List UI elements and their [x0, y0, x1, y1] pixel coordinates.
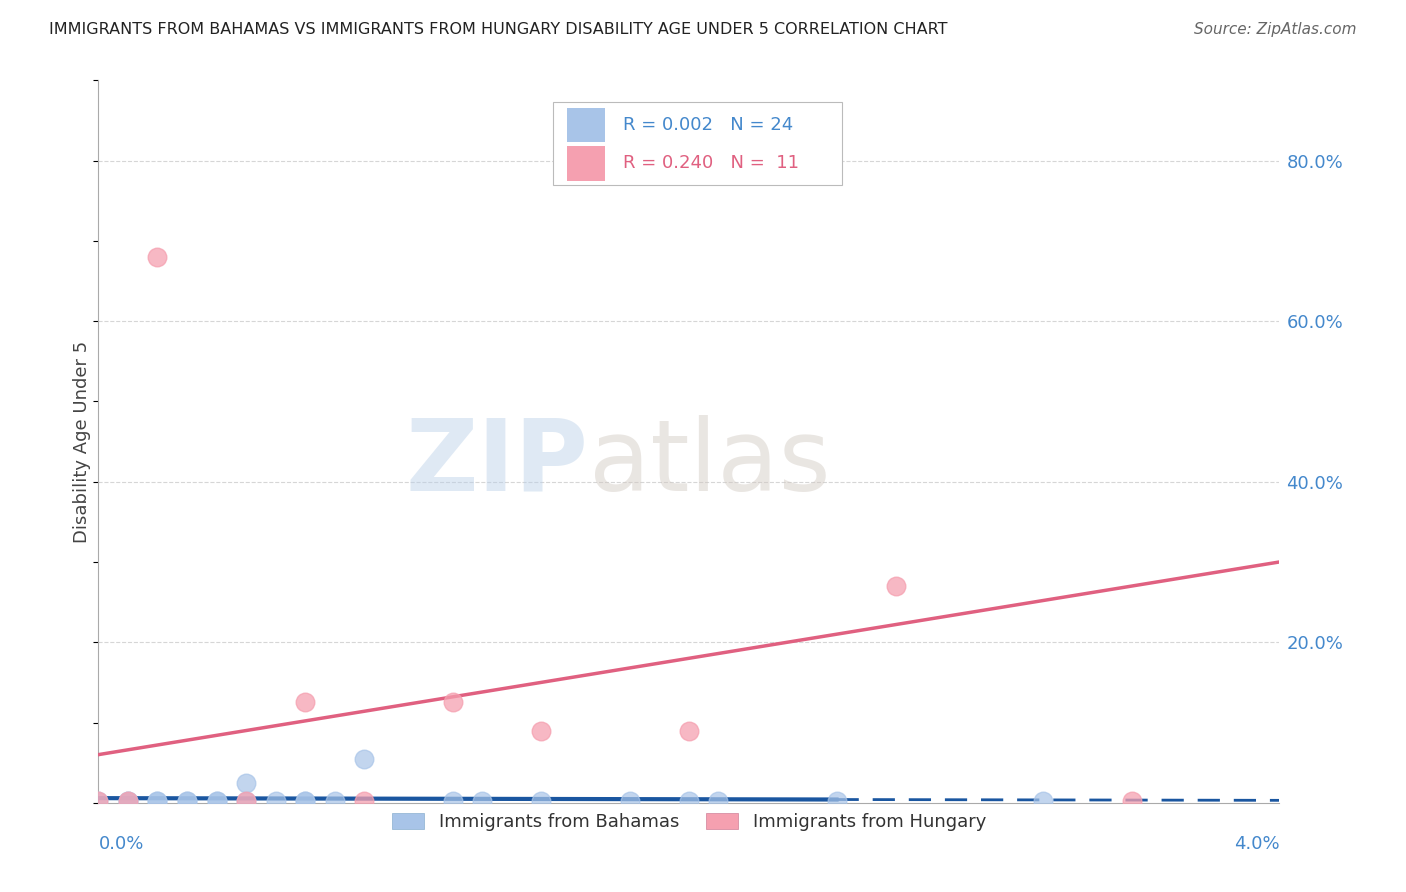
Point — [146, 794, 169, 808]
Point — [619, 794, 641, 808]
Point — [353, 794, 375, 808]
Text: R = 0.240   N =  11: R = 0.240 N = 11 — [623, 154, 799, 172]
Point — [87, 794, 110, 808]
Point — [294, 794, 316, 808]
Text: R = 0.002   N = 24: R = 0.002 N = 24 — [623, 116, 793, 134]
Point — [530, 794, 553, 808]
Point — [235, 794, 257, 808]
Point — [323, 794, 346, 808]
Point — [205, 794, 228, 808]
Point — [294, 696, 316, 710]
Point — [884, 579, 907, 593]
Point — [530, 723, 553, 738]
Text: 0.0%: 0.0% — [98, 835, 143, 854]
Point — [117, 794, 139, 808]
Point — [176, 794, 198, 808]
Point — [1121, 794, 1143, 808]
Point — [1032, 794, 1054, 808]
Text: atlas: atlas — [589, 415, 830, 512]
Point — [146, 794, 169, 808]
Point — [235, 794, 257, 808]
Point — [471, 794, 494, 808]
FancyBboxPatch shape — [567, 146, 605, 181]
Point — [678, 723, 700, 738]
Point — [117, 794, 139, 808]
Point — [176, 794, 198, 808]
Text: IMMIGRANTS FROM BAHAMAS VS IMMIGRANTS FROM HUNGARY DISABILITY AGE UNDER 5 CORREL: IMMIGRANTS FROM BAHAMAS VS IMMIGRANTS FR… — [49, 22, 948, 37]
Point — [353, 751, 375, 765]
Point — [707, 794, 730, 808]
Point — [441, 794, 464, 808]
Text: Source: ZipAtlas.com: Source: ZipAtlas.com — [1194, 22, 1357, 37]
Point — [825, 794, 848, 808]
FancyBboxPatch shape — [567, 108, 605, 143]
Legend: Immigrants from Bahamas, Immigrants from Hungary: Immigrants from Bahamas, Immigrants from… — [384, 805, 994, 838]
Point — [294, 794, 316, 808]
Point — [678, 794, 700, 808]
Point — [146, 250, 169, 264]
Point — [264, 794, 287, 808]
Point — [117, 794, 139, 808]
Point — [87, 794, 110, 808]
Point — [205, 794, 228, 808]
FancyBboxPatch shape — [553, 102, 842, 185]
Text: ZIP: ZIP — [406, 415, 589, 512]
Text: 4.0%: 4.0% — [1234, 835, 1279, 854]
Point — [235, 776, 257, 790]
Point — [441, 696, 464, 710]
Y-axis label: Disability Age Under 5: Disability Age Under 5 — [73, 341, 91, 542]
